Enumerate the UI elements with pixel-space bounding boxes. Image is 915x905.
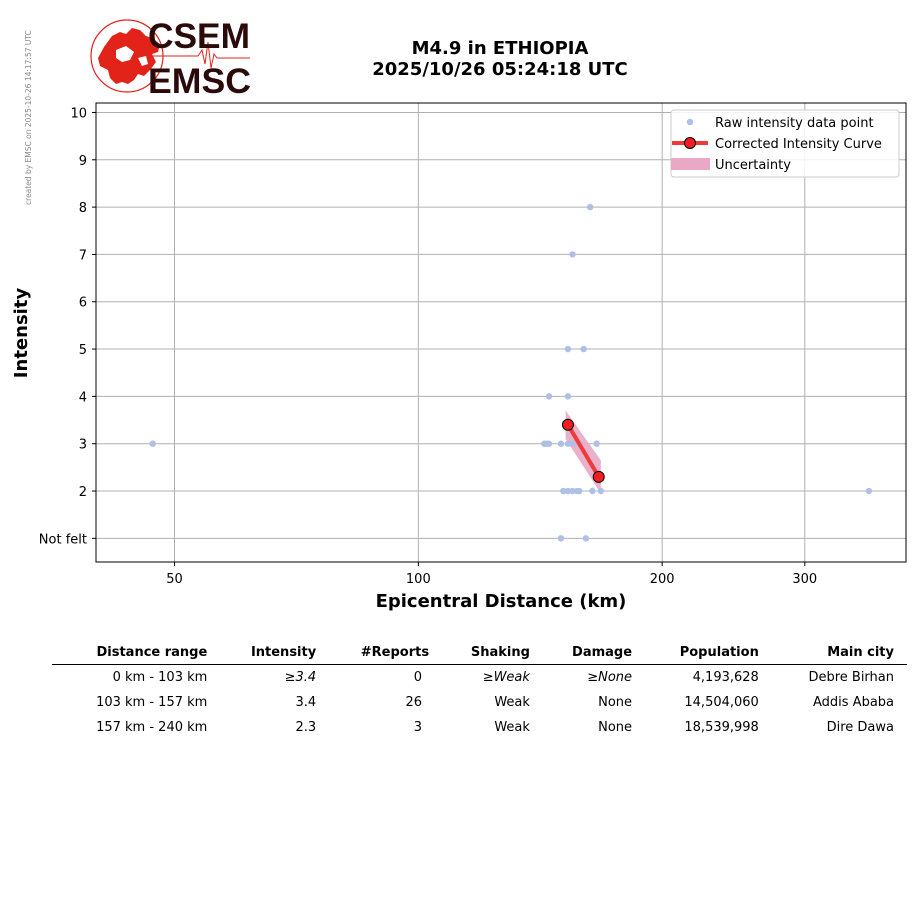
y-tick-label: Not felt bbox=[39, 532, 87, 547]
raw-intensity-point bbox=[564, 393, 572, 400]
legend-curve-marker bbox=[684, 137, 696, 149]
raw-intensity-point bbox=[865, 487, 873, 495]
raw-intensity-point bbox=[569, 440, 576, 447]
raw-intensity-point bbox=[557, 535, 565, 542]
raw-intensity-point bbox=[564, 487, 572, 495]
logo-seismogram bbox=[152, 41, 250, 69]
table-row: 0 km - 103 km ≥3.4 0 ≥Weak ≥None 4,193,6… bbox=[52, 665, 907, 691]
corrected-curve-line bbox=[566, 423, 601, 478]
cell-distance-range: 157 km - 240 km bbox=[96, 720, 208, 735]
raw-intensity-point bbox=[557, 440, 565, 447]
corrected-curve-layer bbox=[561, 418, 605, 483]
plot-frame bbox=[95, 102, 907, 563]
legend-curve-label: Corrected Intensity Curve bbox=[715, 137, 882, 152]
y-tick-label: 7 bbox=[79, 248, 87, 263]
creation-stamp-text: created by EMSC on 2025-10-26 14:17:57 U… bbox=[24, 30, 33, 205]
x-tick-label: 50 bbox=[166, 572, 183, 587]
raw-intensity-point bbox=[569, 487, 576, 495]
table-row: 157 km - 240 km 2.3 3 Weak None 18,539,9… bbox=[52, 715, 907, 740]
x-tick-label: 100 bbox=[406, 572, 431, 587]
raw-intensity-point bbox=[576, 487, 583, 495]
legend-raw-marker bbox=[686, 118, 694, 126]
cell-population: 14,504,060 bbox=[684, 695, 759, 710]
raw-intensity-point bbox=[593, 440, 600, 447]
raw-points-layer bbox=[149, 203, 873, 542]
raw-intensity-point bbox=[580, 345, 587, 353]
header-damage: Damage bbox=[542, 640, 646, 665]
cell-shaking: ≥Weak bbox=[482, 670, 530, 685]
cell-population: 18,539,998 bbox=[684, 720, 759, 735]
cell-intensity: 2.3 bbox=[295, 720, 317, 735]
x-ticks: 50 100 200 300 bbox=[166, 562, 817, 587]
y-tick-label: 2 bbox=[79, 485, 87, 500]
raw-intensity-point bbox=[589, 487, 596, 495]
legend-raw-label: Raw intensity data point bbox=[715, 116, 874, 131]
corrected-curve-point bbox=[561, 418, 574, 431]
raw-intensity-point bbox=[597, 487, 605, 495]
cell-distance-range: 0 km - 103 km bbox=[112, 670, 208, 685]
cell-distance-range: 103 km - 157 km bbox=[96, 695, 208, 710]
cell-reports: 0 bbox=[413, 670, 423, 685]
x-axis-label: Epicentral Distance (km) bbox=[376, 591, 627, 612]
raw-intensity-point bbox=[545, 393, 553, 400]
raw-intensity-point bbox=[582, 535, 590, 542]
event-title-line1: M4.9 in ETHIOPIA bbox=[411, 38, 589, 59]
legend-box bbox=[670, 109, 900, 178]
cell-damage: ≥None bbox=[587, 670, 633, 685]
logo-map-detail bbox=[116, 46, 148, 66]
cell-damage: None bbox=[598, 695, 633, 710]
y-tick-label: 4 bbox=[79, 390, 87, 405]
cell-intensity: 3.4 bbox=[295, 695, 317, 710]
y-tick-label: 10 bbox=[70, 106, 87, 121]
intensity-summary-table: Distance range Intensity #Reports Shakin… bbox=[52, 640, 907, 740]
header-reports: #Reports bbox=[329, 640, 443, 665]
cell-reports: 3 bbox=[413, 720, 423, 735]
intensity-chart: 50 100 200 300 Not felt 2 3 4 5 6 7 8 9 10 Epicentra… bbox=[11, 102, 907, 612]
y-tick-label: 9 bbox=[79, 154, 87, 169]
y-axis-label: Intensity bbox=[11, 288, 32, 379]
header-shaking: Shaking bbox=[442, 640, 543, 665]
header-intensity: Intensity bbox=[220, 640, 330, 665]
y-tick-label: 3 bbox=[79, 438, 87, 453]
y-tick-label: 5 bbox=[79, 343, 87, 358]
table-header-row: Distance range Intensity #Reports Shakin… bbox=[52, 640, 907, 665]
y-tick-label: 6 bbox=[79, 296, 87, 311]
raw-intensity-point bbox=[560, 487, 567, 495]
legend-uncertainty-swatch bbox=[671, 158, 710, 170]
header-distance-range: Distance range bbox=[52, 640, 221, 665]
raw-intensity-point bbox=[149, 440, 156, 447]
cell-shaking: Weak bbox=[494, 720, 530, 735]
y-ticks: Not felt 2 3 4 5 6 7 8 9 10 bbox=[39, 106, 96, 547]
creation-stamp: created by EMSC on 2025-10-26 14:17:57 U… bbox=[22, 10, 34, 210]
event-title-line2: 2025/10/26 05:24:18 UTC bbox=[372, 59, 628, 80]
csem-emsc-logo: CSEM EMSC bbox=[86, 14, 256, 104]
x-tick-label: 200 bbox=[650, 572, 675, 587]
cell-main-city: Debre Birhan bbox=[808, 670, 894, 685]
cell-reports: 26 bbox=[405, 695, 423, 710]
header-main-city: Main city bbox=[771, 640, 907, 665]
creation-stamp-svg: created by EMSC on 2025-10-26 14:17:57 U… bbox=[24, 30, 33, 205]
x-tick-label: 300 bbox=[792, 572, 817, 587]
chart-legend: Raw intensity data point Corrected Inten… bbox=[670, 109, 900, 178]
raw-intensity-point bbox=[569, 251, 576, 258]
event-title: M4.9 in ETHIOPIA 2025/10/26 05:24:18 UTC bbox=[300, 38, 700, 80]
cell-population: 4,193,628 bbox=[692, 670, 759, 685]
cell-main-city: Dire Dawa bbox=[826, 720, 894, 735]
logo-bottom-text: EMSC bbox=[148, 62, 251, 100]
raw-intensity-point bbox=[545, 440, 553, 447]
cell-shaking: Weak bbox=[494, 695, 530, 710]
corrected-curve-point bbox=[592, 470, 605, 483]
logo-top-text: CSEM bbox=[148, 17, 250, 56]
raw-intensity-point bbox=[564, 440, 572, 447]
header-population: Population bbox=[645, 640, 772, 665]
cell-damage: None bbox=[598, 720, 633, 735]
logo-svg: CSEM EMSC bbox=[90, 17, 251, 101]
raw-intensity-point bbox=[587, 203, 594, 211]
cell-main-city: Addis Ababa bbox=[812, 695, 894, 710]
raw-intensity-point bbox=[564, 345, 572, 353]
cell-intensity: ≥3.4 bbox=[284, 670, 317, 685]
table-row: 103 km - 157 km 3.4 26 Weak None 14,504,… bbox=[52, 690, 907, 715]
y-tick-label: 8 bbox=[79, 201, 87, 216]
legend-uncertainty-label: Uncertainty bbox=[715, 158, 791, 173]
